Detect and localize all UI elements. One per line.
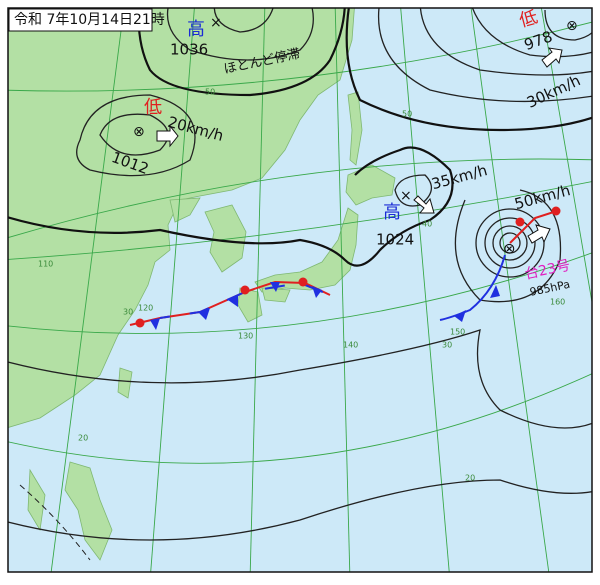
isobar — [419, 8, 592, 76]
map-symbol — [135, 318, 145, 328]
landmass — [64, 461, 113, 561]
map-label: 130 — [238, 332, 253, 341]
map-label: 1024 — [376, 231, 414, 249]
isobar — [544, 9, 592, 41]
map-symbol — [515, 217, 525, 227]
landmass — [345, 164, 396, 206]
map-symbol — [270, 282, 280, 292]
map-label: 160 — [550, 298, 565, 307]
isobar — [166, 8, 314, 61]
isobar — [378, 8, 592, 103]
grid-line — [8, 373, 592, 464]
isobar — [471, 8, 592, 58]
map-symbol — [156, 124, 179, 148]
map-label: ⊗ — [503, 240, 516, 258]
map-label: 120 — [138, 304, 153, 313]
map-label: 低 — [144, 97, 162, 118]
title-box — [8, 8, 153, 32]
map-label: 40 — [422, 220, 432, 229]
landmass — [204, 204, 247, 273]
isobar — [484, 217, 536, 269]
isobar — [76, 94, 196, 177]
grid-line — [150, 8, 195, 572]
map-label: 高 — [187, 19, 205, 40]
map-label: ⊗ — [133, 124, 145, 140]
isobar — [213, 8, 274, 33]
map-symbol — [509, 209, 561, 244]
grid-line — [540, 8, 592, 305]
isobar — [8, 479, 592, 541]
title: 令和 7年10月14日21時 — [14, 12, 165, 28]
isobar — [8, 146, 454, 267]
map-symbol — [454, 310, 466, 322]
isobar — [499, 232, 521, 254]
map-label: × — [400, 188, 412, 204]
grid-line — [8, 252, 592, 334]
isobars — [8, 8, 592, 561]
map-label: 150 — [450, 328, 465, 337]
map-label: 50 — [402, 110, 412, 119]
map-label: 30 — [442, 341, 452, 350]
map-label: 低 — [517, 7, 540, 32]
landmass — [347, 91, 363, 166]
map-label: 140 — [343, 341, 358, 350]
landmass — [117, 367, 133, 399]
map-symbol — [527, 224, 551, 244]
map-symbol — [541, 47, 563, 68]
isobar — [8, 329, 592, 429]
frame — [7, 7, 593, 573]
map-symbol — [298, 277, 308, 287]
map-symbol — [198, 308, 210, 320]
landmass — [261, 287, 291, 303]
map-label: 高 — [383, 202, 401, 223]
map-symbol — [19, 484, 91, 561]
grid-line — [334, 8, 351, 572]
map-label: ⊗ — [566, 18, 578, 34]
cold-front — [439, 254, 506, 322]
isobar — [454, 189, 562, 303]
map-symbol — [413, 195, 435, 214]
map-label: 1036 — [170, 41, 208, 59]
map-label: × — [210, 15, 222, 31]
map-symbol — [439, 254, 506, 321]
map-label: 20 — [78, 434, 88, 443]
map-symbol — [240, 285, 250, 295]
map-symbol — [228, 295, 238, 307]
map-label: 110 — [38, 260, 53, 269]
grid-labels: 50 50 40 30 30 20 20 110 120 130 140 150… — [38, 88, 565, 483]
grid-line — [50, 8, 125, 572]
landmass — [237, 287, 263, 323]
map-symbol — [551, 206, 561, 216]
map-label: 50 — [205, 88, 215, 97]
isobar — [492, 225, 528, 261]
grid-line — [8, 158, 592, 239]
isobar — [345, 8, 592, 132]
stationary-front — [129, 206, 561, 330]
grid-line — [8, 181, 592, 260]
grid-line — [249, 8, 266, 572]
grid-line — [8, 21, 592, 92]
map-label: 20 — [465, 474, 475, 483]
map-symbol — [490, 285, 500, 298]
grid-line — [470, 8, 550, 572]
map-label: 30 — [123, 308, 133, 317]
landmass — [169, 197, 201, 223]
isobar — [394, 174, 432, 207]
isobar — [137, 8, 346, 97]
map-symbol — [150, 318, 160, 330]
map-symbol — [312, 286, 322, 298]
